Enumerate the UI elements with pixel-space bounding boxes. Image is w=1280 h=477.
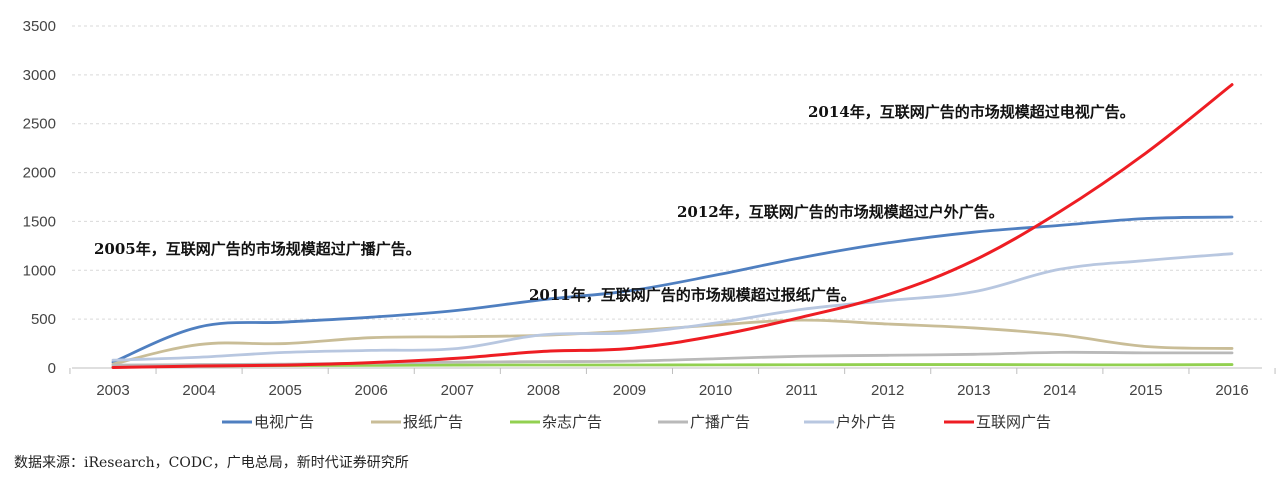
x-tick-label: 2008 bbox=[527, 382, 560, 399]
y-tick-label: 2000 bbox=[23, 165, 56, 182]
legend-label: 电视广告 bbox=[254, 413, 314, 431]
x-tick-label: 2009 bbox=[613, 382, 646, 399]
x-axis: 2003 2004 2005 2006 2007 2008 2009 2010 2011 2012… bbox=[69, 367, 1276, 399]
x-tick-label: 2005 bbox=[268, 382, 301, 399]
y-tick-label: 1000 bbox=[23, 262, 56, 279]
x-tick-label: 2004 bbox=[182, 382, 215, 399]
x-tick-label: 2006 bbox=[355, 382, 388, 399]
grid-lines bbox=[72, 25, 1262, 320]
annotations: 2005年，互联网广告的市场规模超过广播广告。 2011年，互联网广告的市场规模超… bbox=[94, 103, 1135, 304]
annotation-2005: 2005年，互联网广告的市场规模超过广播广告。 bbox=[94, 240, 421, 258]
x-tick-label: 2010 bbox=[699, 382, 732, 399]
annotation-2012: 2012年，互联网广告的市场规模超过户外广告。 bbox=[677, 203, 1004, 221]
x-tick-label: 2013 bbox=[957, 382, 990, 399]
legend-label: 广播广告 bbox=[690, 413, 750, 431]
series-line-4 bbox=[111, 252, 1234, 362]
legend-label: 互联网广告 bbox=[976, 413, 1051, 431]
x-tick-label: 2011 bbox=[785, 382, 817, 399]
x-tick-label: 2007 bbox=[441, 382, 474, 399]
legend-label: 杂志广告 bbox=[542, 413, 602, 431]
legend-label: 报纸广告 bbox=[403, 413, 463, 431]
x-tick-label: 2015 bbox=[1129, 382, 1162, 399]
series-lines bbox=[111, 83, 1234, 370]
x-tick-label: 2003 bbox=[96, 382, 129, 399]
y-tick-label: 3500 bbox=[23, 18, 56, 35]
x-tick-label: 2012 bbox=[871, 382, 904, 399]
y-tick-label: 500 bbox=[31, 311, 56, 328]
y-axis: 0 500 1000 1500 2000 2500 3000 3500 bbox=[23, 18, 56, 377]
series-line-3 bbox=[111, 350, 1234, 367]
y-tick-label: 2500 bbox=[23, 116, 56, 133]
x-tick-label: 2014 bbox=[1043, 382, 1076, 399]
legend-label: 户外广告 bbox=[836, 413, 896, 431]
y-tick-label: 0 bbox=[48, 360, 56, 377]
annotation-2014: 2014年，互联网广告的市场规模超过电视广告。 bbox=[808, 103, 1135, 121]
legend: 电视广告 报纸广告 杂志广告 广播广告 户外广告 互联网广告 bbox=[222, 413, 1051, 431]
y-tick-label: 3000 bbox=[23, 67, 56, 84]
y-tick-label: 1500 bbox=[23, 213, 56, 230]
series-line-0 bbox=[111, 215, 1234, 364]
annotation-2011: 2011年，互联网广告的市场规模超过报纸广告。 bbox=[529, 286, 856, 304]
x-tick-label: 2016 bbox=[1215, 382, 1248, 399]
series-line-5 bbox=[111, 83, 1234, 370]
source-note: 数据来源：iResearch，CODC，广电总局，新时代证券研究所 bbox=[14, 455, 409, 471]
